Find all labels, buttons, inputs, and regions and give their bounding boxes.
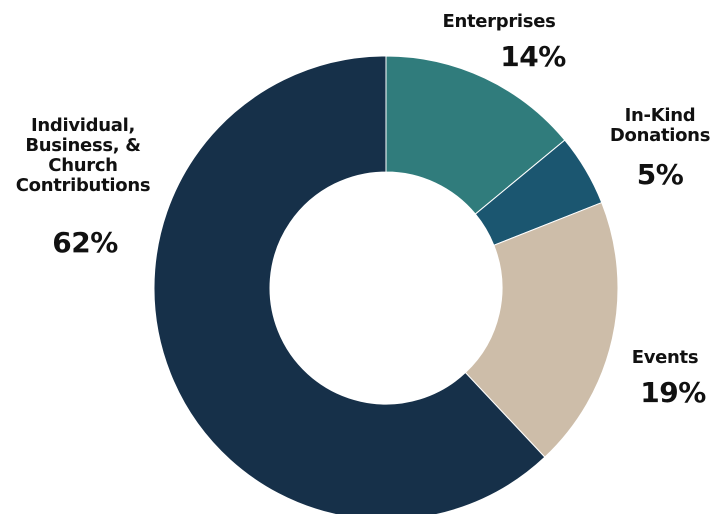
slice-contributions — [153, 55, 546, 514]
slice-label-events: Events — [631, 347, 699, 368]
slice-enterprises — [385, 55, 566, 215]
slice-percent-events: 19% — [640, 376, 706, 409]
slice-events — [464, 201, 619, 458]
slice-label-contributions: Individual, Business, & Church Contribut… — [15, 115, 151, 196]
slice-label-in-kind-donations: In-Kind Donations — [609, 105, 711, 146]
slice-label-enterprises: Enterprises — [442, 11, 556, 32]
slice-percent-enterprises: 14% — [500, 40, 566, 73]
slice-percent-contributions: 62% — [52, 226, 118, 259]
slice-percent-in-kind-donations: 5% — [636, 158, 684, 191]
